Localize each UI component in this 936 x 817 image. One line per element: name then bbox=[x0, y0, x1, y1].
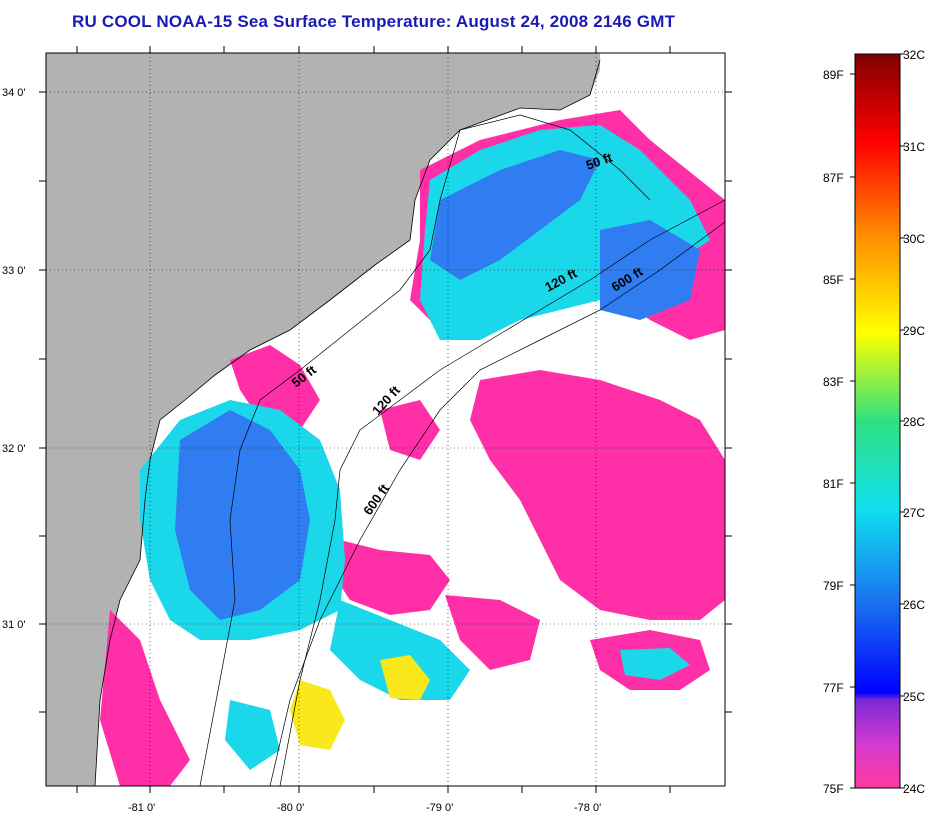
cb-c-24: 24C bbox=[903, 782, 925, 796]
cb-c-25: 25C bbox=[903, 690, 925, 704]
map-title: RU COOL NOAA-15 Sea Surface Temperature:… bbox=[72, 12, 676, 31]
cb-f-81: 81F bbox=[823, 477, 844, 491]
lon-tick-79: -79 0' bbox=[426, 802, 453, 814]
warm-water-patches bbox=[140, 125, 710, 770]
colorbar: 32C 31C 30C 29C 28C 27C 26C 25C 24C 89F … bbox=[823, 48, 925, 796]
lat-tick-34: 34 0' bbox=[2, 87, 26, 99]
isobath-600ft bbox=[269, 221, 725, 786]
cb-f-89: 89F bbox=[823, 68, 844, 82]
map-area bbox=[46, 53, 725, 786]
lon-tick-80: -80 0' bbox=[277, 802, 304, 814]
cb-c-28: 28C bbox=[903, 415, 925, 429]
cb-c-30: 30C bbox=[903, 232, 925, 246]
cb-f-85: 85F bbox=[823, 273, 844, 287]
cb-c-32: 32C bbox=[903, 48, 925, 62]
colorbar-gradient bbox=[854, 53, 901, 789]
isobath-120ft bbox=[279, 199, 725, 786]
land-mass bbox=[46, 53, 600, 786]
isobath-50ft bbox=[199, 114, 651, 786]
lat-tick-33: 33 0' bbox=[2, 265, 26, 277]
lon-tick-81: -81 0' bbox=[128, 802, 155, 814]
lat-tick-31: 31 0' bbox=[2, 619, 26, 631]
cb-c-29: 29C bbox=[903, 324, 925, 338]
coastline bbox=[94, 59, 601, 786]
cb-c-27: 27C bbox=[903, 506, 925, 520]
cb-c-31: 31C bbox=[903, 140, 925, 154]
cb-f-79: 79F bbox=[823, 579, 844, 593]
map-frame bbox=[45, 52, 726, 787]
cb-c-26: 26C bbox=[903, 598, 925, 612]
cb-f-75: 75F bbox=[823, 782, 844, 796]
cb-f-77: 77F bbox=[823, 681, 844, 695]
lon-tick-78: -78 0' bbox=[574, 802, 601, 814]
cb-f-83: 83F bbox=[823, 375, 844, 389]
lat-tick-32: 32 0' bbox=[2, 443, 26, 455]
axis-ticks bbox=[39, 46, 732, 793]
cb-f-87: 87F bbox=[823, 171, 844, 185]
